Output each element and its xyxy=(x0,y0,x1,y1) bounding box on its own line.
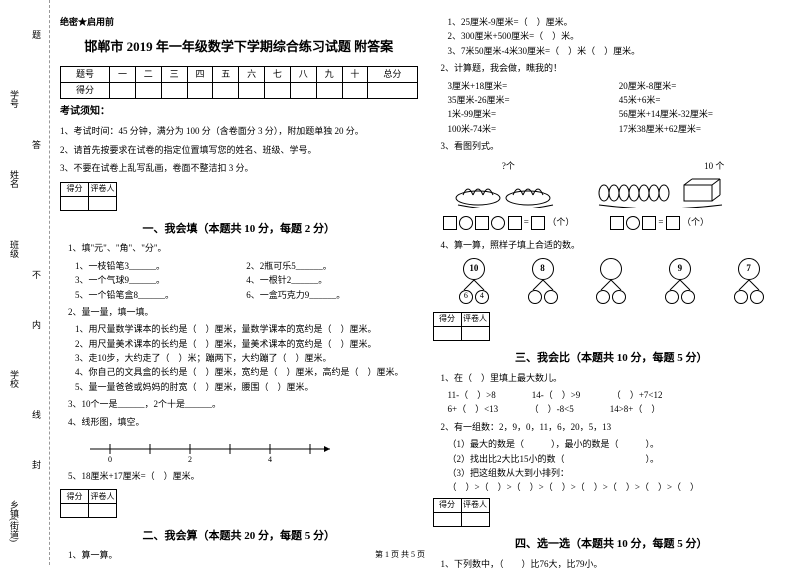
n-label: 10 个 xyxy=(594,159,724,173)
pic-group-2: 10 个 = （个） xyxy=(594,159,724,234)
calc1: 1、算一算。 xyxy=(68,548,418,562)
calc-item: 45米+6米= xyxy=(619,93,790,107)
compare1: 1、在（ ）里填上最大数儿。 xyxy=(441,371,791,385)
calc-item: 1米-99厘米= xyxy=(448,107,619,121)
bind-label: 内 xyxy=(30,320,43,329)
calc-item: 56厘米+14厘米-32厘米= xyxy=(619,107,790,121)
q4: 4、线形图，填空。 xyxy=(68,415,418,429)
calc-line: 3、7米50厘米-4米30厘米=（ ）米（ ）厘米。 xyxy=(448,44,791,58)
q1-item: 1、一枝铅笔3______。 xyxy=(75,259,246,273)
calc-item: 100米-74米= xyxy=(448,122,619,136)
q2: 2、量一量，填一填。 xyxy=(68,305,418,319)
calc4: 4、算一算，照样子填上合适的数。 xyxy=(441,238,791,252)
bind-label: 不 xyxy=(30,270,43,279)
q2-item: 1、用尺量数学课本的长约是（ ）厘米，量数学课本的宽约是（ ）厘米。 xyxy=(75,322,418,336)
compare-item: 11-（ ）>8 14-（ ）>9 （ ）+7<12 xyxy=(448,388,791,402)
instruction: 2、请首先按要求在试卷的指定位置填写您的姓名、班级、学号。 xyxy=(60,143,418,157)
bind-label: 班级 xyxy=(8,240,21,258)
section-3-title: 三、我会比（本题共 10 分，每题 5 分） xyxy=(433,350,791,368)
calc-line: 1、25厘米-9厘米=（ ）厘米。 xyxy=(448,15,791,29)
equation-boxes: = （个） xyxy=(443,215,575,230)
secret-label: 绝密★启用前 xyxy=(60,15,418,29)
svg-text:2: 2 xyxy=(188,455,192,464)
gradebox: 得分评卷人 xyxy=(433,498,490,527)
gradebox: 得分评卷人 xyxy=(433,312,490,341)
q2-item: 4、你自己的文具盒的长约是（ ）厘米，宽约是（ ）厘米，高约是（ ）厘米。 xyxy=(75,365,418,379)
left-column: 绝密★启用前 邯郸市 2019 年一年级数学下学期综合练习试题 附答案 题号 一… xyxy=(60,15,418,560)
notice-heading: 考试须知： xyxy=(60,104,418,120)
compare2-item: （3）把这组数从大到小排列： xyxy=(448,466,791,480)
q1-item: 3、一个气球9______。 xyxy=(75,273,246,287)
bind-label: 封 xyxy=(30,460,43,469)
q2-item: 2、用尺量美术课本的长约是（ ）厘米，量美术课本的宽约是（ ）厘米。 xyxy=(75,337,418,351)
q2-item: 5、量一量爸爸或妈妈的肘宽（ ）厘米，腰围（ ）厘米。 xyxy=(75,380,418,394)
th: 七 xyxy=(265,67,291,83)
q1-item: 2、2瓶可乐5______。 xyxy=(246,259,417,273)
q1-item: 6、一盒巧克力9______。 xyxy=(246,288,417,302)
th: 一 xyxy=(110,67,136,83)
bind-label: 姓名 xyxy=(8,170,21,188)
bind-label: 题 xyxy=(30,30,43,39)
q1: 1、填"元"、"角"、"分"。 xyxy=(68,241,418,255)
q1-item: 5、一个铅笔盒8______。 xyxy=(75,288,246,302)
q3: 3、10个一是______，2个十是______。 xyxy=(68,397,418,411)
equation-boxes: = （个） xyxy=(594,215,724,230)
compare2-item: （2）找出比2大比15小的数（ ）。 xyxy=(448,452,791,466)
picture-equations: ?个 = （个） 10 个 xyxy=(443,159,781,234)
calc2: 2、计算题，我会做，瞧我的！ xyxy=(441,61,791,75)
right-column: 1、25厘米-9厘米=（ ）厘米。 2、300厘米+500厘米=（ ）米。 3、… xyxy=(433,15,791,560)
number-line: 0 2 4 xyxy=(80,434,418,464)
section-1-title: 一、我会填（本题共 10 分，每题 2 分） xyxy=(60,221,418,239)
th: 八 xyxy=(290,67,316,83)
bind-label: 乡镇(街道) xyxy=(8,500,21,542)
pic-group-1: ?个 = （个） xyxy=(443,159,575,234)
section-4-title: 四、选一选（本题共 10 分，每题 5 分） xyxy=(433,536,791,554)
th: 四 xyxy=(187,67,213,83)
q-label: ?个 xyxy=(443,159,575,173)
score-table: 题号 一 二 三 四 五 六 七 八 九 十 总分 得分 xyxy=(60,66,418,99)
compare2: 2、有一组数：2，9，0，11，6，20，5，13 xyxy=(441,420,791,434)
q2-item: 3、走10步，大约走了（ ）米；蹦两下，大约蹦了（ ）厘米。 xyxy=(75,351,418,365)
th: 九 xyxy=(316,67,342,83)
gradebox: 得分评卷人 xyxy=(60,182,117,211)
instruction: 3、不要在试卷上乱写乱画，卷面不整洁扣 3 分。 xyxy=(60,161,418,175)
exam-title: 邯郸市 2019 年一年级数学下学期综合练习试题 附答案 xyxy=(60,37,418,58)
calc3: 3、看图列式。 xyxy=(441,139,791,153)
th: 十 xyxy=(342,67,368,83)
row-label: 得分 xyxy=(61,83,110,99)
gradebox: 得分评卷人 xyxy=(60,489,117,518)
th: 二 xyxy=(135,67,161,83)
page-footer: 第 1 页 共 5 页 xyxy=(375,549,425,560)
calc-item: 3厘米+18厘米= xyxy=(448,79,619,93)
bind-label: 线 xyxy=(30,410,43,419)
th: 总分 xyxy=(368,67,417,83)
compare2-item: （1）最大的数是（ ），最小的数是（ ）。 xyxy=(448,437,791,451)
compare2-item: （ ）>（ ）>（ ）>（ ）>（ ）>（ ）>（ ）>（ ） xyxy=(448,480,791,494)
th: 三 xyxy=(161,67,187,83)
bind-label: 学号 xyxy=(8,90,21,108)
svg-text:4: 4 xyxy=(268,455,272,464)
bind-label: 学校 xyxy=(8,370,21,388)
section-2-title: 二、我会算（本题共 20 分，每题 5 分） xyxy=(60,528,418,546)
compare-item: 6+（ ）<13 （ ）-8<5 14>8+（ ） xyxy=(448,402,791,416)
bind-label: 答 xyxy=(30,140,43,149)
calc-item: 35厘米-26厘米= xyxy=(448,93,619,107)
calc-item: 17米38厘米+62厘米= xyxy=(619,122,790,136)
erasers-icon xyxy=(594,173,724,208)
main-content: 绝密★启用前 邯郸市 2019 年一年级数学下学期综合练习试题 附答案 题号 一… xyxy=(50,0,800,565)
q1-item: 4、一根针2______。 xyxy=(246,273,417,287)
binding-margin: 乡镇(街道) 封 线 学校 内 不 班级 姓名 答 学号 题 xyxy=(0,0,50,565)
instruction: 1、考试时间：45 分钟，满分为 100 分（含卷面分 3 分），附加题单独 2… xyxy=(60,124,418,138)
th: 六 xyxy=(239,67,265,83)
th: 五 xyxy=(213,67,239,83)
select1: 1、下列数中，（ ）比76大，比79小。 xyxy=(441,557,791,571)
th: 题号 xyxy=(61,67,110,83)
calc-line: 2、300厘米+500厘米=（ ）米。 xyxy=(448,29,791,43)
calc-item: 20厘米-8厘米= xyxy=(619,79,790,93)
dishes-icon xyxy=(453,173,563,208)
svg-text:0: 0 xyxy=(108,455,112,464)
q5: 5、18厘米+17厘米=（ ）厘米。 xyxy=(68,469,418,483)
number-chain: 1064 8 9 7 xyxy=(443,258,781,304)
